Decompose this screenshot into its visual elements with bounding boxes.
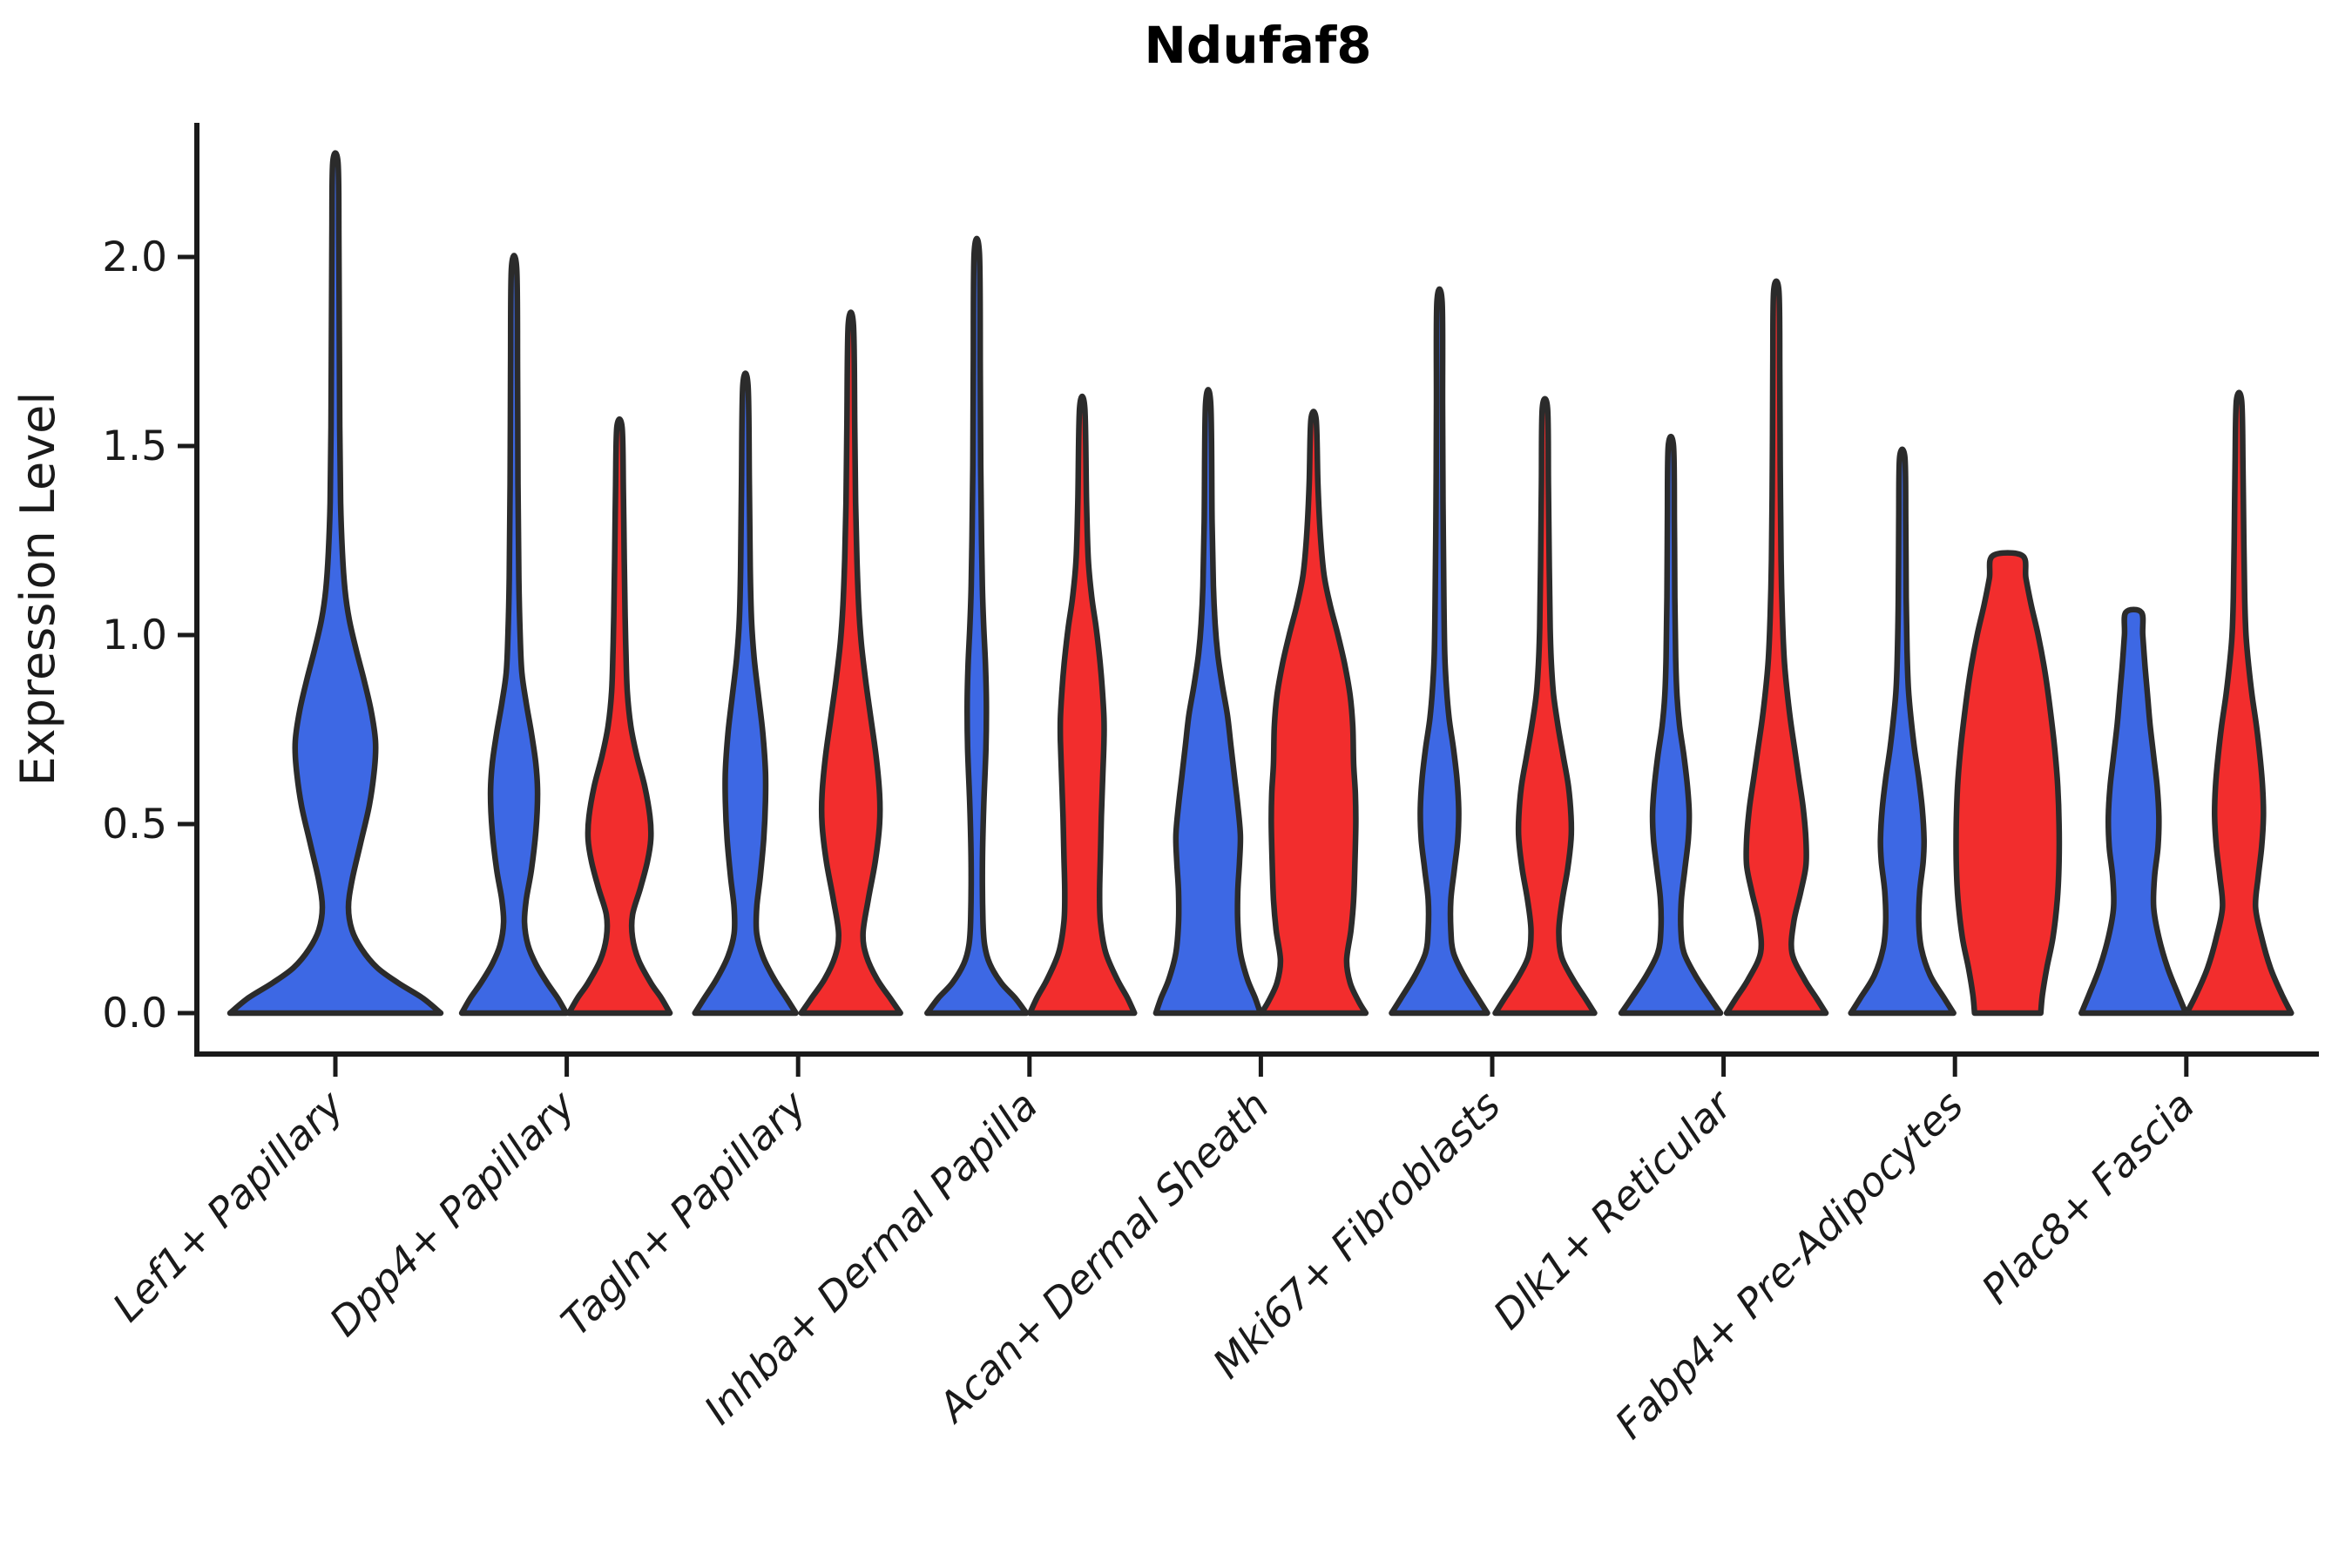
violin-red — [1953, 550, 2063, 1017]
violin-red — [798, 309, 903, 1017]
x-tick-label: Dpp4+ Papillary — [321, 1081, 585, 1345]
y-tick-label: 0.0 — [102, 990, 167, 1037]
x-tick-label: Dlk1+ Reticular — [1484, 1079, 1743, 1338]
violin-red — [2184, 389, 2295, 1017]
x-tick-label: Tagln+ Papillary — [552, 1081, 816, 1345]
violin-blue — [1152, 387, 1264, 1017]
violin-red — [1027, 393, 1138, 1017]
y-tick-label: 2.0 — [102, 233, 167, 281]
violins-layer — [226, 150, 2295, 1017]
violin-blue — [1389, 286, 1490, 1017]
violin-blue — [692, 370, 799, 1017]
y-tick-label: 1.5 — [102, 422, 167, 470]
chart-title: Ndufaf8 — [1144, 16, 1371, 75]
violin-blue — [1618, 433, 1724, 1017]
axes: 0.0 0.5 1.0 1.5 2.0 — [102, 123, 2319, 1057]
violin-red — [1258, 409, 1369, 1017]
violin-blue — [226, 150, 444, 1017]
violin-blue — [1848, 446, 1957, 1017]
violin-red — [1723, 278, 1829, 1017]
x-tick-label: Lef1+ Papillary — [104, 1081, 353, 1330]
y-tick-label: 1.0 — [102, 612, 167, 659]
x-tick-label: Plac8+ Fascia — [1972, 1082, 2203, 1313]
violin-blue — [458, 253, 570, 1017]
violin-blue — [2078, 606, 2189, 1017]
violin-red — [1492, 395, 1598, 1017]
y-tick-label: 0.5 — [102, 801, 167, 848]
violin-blue — [924, 235, 1030, 1017]
y-axis-label: Expression Level — [10, 392, 65, 787]
violin-red — [565, 416, 673, 1017]
